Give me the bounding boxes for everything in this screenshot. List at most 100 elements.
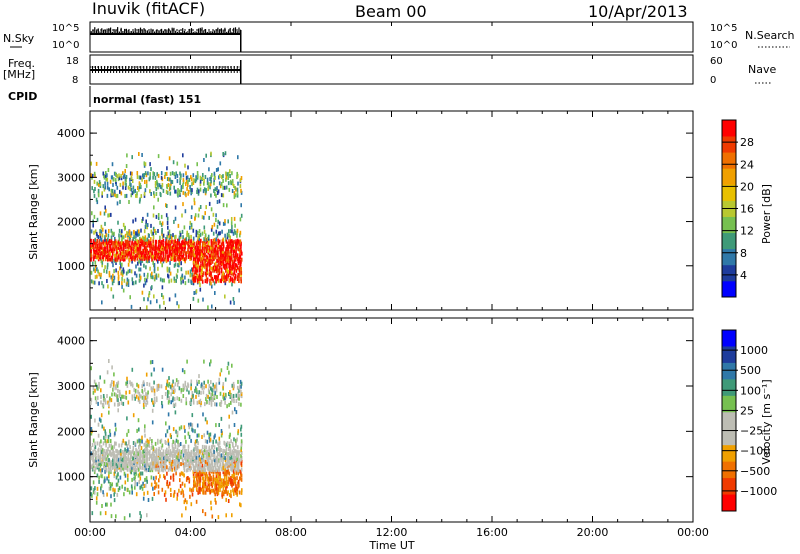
scatter-cell — [127, 283, 130, 287]
scatter-cell — [175, 278, 177, 283]
scatter-cell — [214, 291, 216, 295]
scatter-cell — [108, 474, 110, 479]
scatter-cell — [155, 275, 158, 280]
scatter-cell — [133, 242, 135, 247]
scatter-cell — [115, 245, 118, 250]
scatter-cell — [150, 463, 152, 468]
scatter-cell — [215, 486, 218, 491]
scatter-cell — [146, 451, 149, 456]
scatter-cell — [105, 441, 107, 446]
scatter-cell — [199, 241, 201, 246]
scatter-cell — [166, 453, 168, 458]
scatter-cell — [180, 425, 183, 430]
scatter-cell — [220, 250, 222, 255]
scatter-cell — [200, 470, 202, 475]
scatter-cell — [140, 514, 142, 519]
scatter-cell — [136, 175, 139, 179]
scatter-cell — [99, 245, 102, 250]
scatter-cell — [132, 246, 134, 251]
scatter-cell — [188, 239, 191, 244]
scatter-cell — [192, 277, 195, 282]
scatter-cell — [109, 432, 112, 437]
scatter-cell — [160, 171, 163, 175]
scatter-cell — [178, 397, 181, 402]
scatter-cell — [166, 249, 168, 254]
scatter-cell — [136, 382, 138, 387]
scatter-cell — [231, 282, 233, 287]
scatter-cell — [203, 225, 206, 230]
scatter-cell — [119, 392, 121, 397]
scatter-cell — [90, 173, 93, 178]
scatter-cell — [156, 253, 158, 257]
scatter-cell — [208, 259, 210, 264]
scatter-cell — [204, 402, 206, 407]
scatter-cell — [193, 178, 195, 183]
scatter-cell — [184, 435, 186, 440]
scatter-cell — [150, 247, 152, 252]
scatter-cell — [215, 471, 218, 476]
scatter-cell — [141, 256, 144, 261]
scatter-cell — [230, 459, 232, 464]
scatter-cell — [202, 484, 204, 489]
scatter-cell — [209, 245, 212, 250]
scatter-cell — [147, 257, 149, 262]
scatter-cell — [211, 255, 213, 260]
scatter-cell — [143, 161, 146, 166]
scatter-cell — [202, 481, 204, 486]
scatter-cell — [221, 465, 224, 470]
scatter-cell — [176, 241, 179, 246]
scatter-cell — [233, 279, 236, 284]
scatter-cell — [215, 239, 217, 244]
scatter-cell — [107, 400, 109, 405]
scatter-cell — [217, 241, 220, 245]
scatter-cell — [176, 447, 179, 452]
scatter-cell — [99, 249, 101, 254]
scatter-cell — [138, 472, 141, 477]
scatter-cell — [127, 477, 129, 482]
scatter-cell — [224, 263, 226, 268]
nave-label: Nave — [748, 63, 776, 76]
scatter-cell — [169, 433, 172, 438]
scatter-cell — [179, 452, 181, 456]
scatter-cell — [198, 374, 200, 379]
scatter-cell — [231, 410, 234, 415]
scatter-cell — [167, 412, 170, 417]
scatter-cell — [106, 370, 109, 375]
scatter-cell — [138, 231, 140, 236]
scatter-cell — [205, 487, 208, 492]
scatter-cell — [167, 231, 170, 236]
scatter-cell — [224, 258, 227, 263]
scatter-cell — [140, 446, 143, 450]
scatter-cell — [139, 464, 141, 469]
scatter-cell — [199, 247, 201, 252]
scatter-cell — [140, 228, 142, 233]
scatter-cell — [153, 464, 156, 469]
scatter-cell — [136, 256, 139, 261]
colorbar-tick-label: 100 — [740, 384, 761, 397]
scatter-cell — [114, 239, 117, 244]
scatter-cell — [162, 462, 165, 466]
scatter-cell — [159, 304, 161, 309]
scatter-cell — [197, 467, 199, 472]
scatter-cell — [169, 457, 171, 462]
scatter-cell — [162, 295, 165, 300]
scatter-cell — [237, 181, 239, 186]
scatter-cell — [208, 460, 210, 465]
scatter-cell — [108, 359, 110, 363]
scatter-cell — [216, 224, 219, 229]
scatter-cell — [222, 255, 225, 260]
scatter-cell — [144, 399, 146, 404]
scatter-cell — [92, 466, 95, 471]
scatter-cell — [171, 239, 173, 244]
scatter-cell — [145, 443, 147, 448]
colorbar-tick-label: −100 — [740, 445, 770, 458]
scatter-cell — [208, 253, 211, 258]
scatter-cell — [104, 221, 106, 226]
scatter-cell — [215, 279, 217, 284]
scatter-cell — [194, 454, 196, 458]
scatter-cell — [99, 229, 101, 234]
scatter-cell — [177, 451, 179, 456]
scatter-cell — [212, 231, 215, 236]
scatter-cell — [176, 274, 178, 279]
